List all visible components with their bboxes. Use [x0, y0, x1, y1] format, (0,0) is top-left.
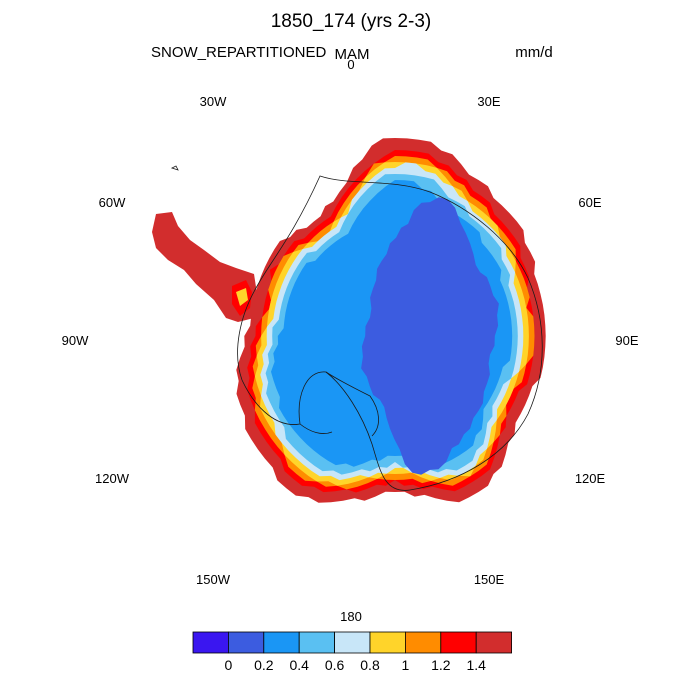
colorbar-box [440, 631, 477, 654]
colorbar-tick-label: 1 [402, 657, 410, 673]
colorbar-box [334, 631, 371, 654]
colorbar-tick-label: 1.2 [431, 657, 451, 673]
lon-label: 0 [347, 57, 354, 72]
colorbar-box [475, 631, 513, 654]
colorbar-boxes [192, 631, 513, 654]
lon-label: 180 [340, 609, 362, 624]
lon-label: 60E [578, 195, 601, 210]
chart-title: 1850_174 (yrs 2-3) [271, 11, 432, 32]
colorbar-tick-label: 1.4 [466, 657, 486, 673]
colorbar-box [263, 631, 300, 654]
lon-label: 30W [200, 94, 227, 109]
longitude-labels: 0 30E 60E 90E 120E 150E 180 150W 120W 90W 60W 30W [62, 57, 639, 624]
lon-label: 90W [62, 333, 89, 348]
colorbar-box [227, 631, 265, 654]
colorbar-tick-label: 0.2 [254, 657, 274, 673]
value-bands [236, 138, 546, 503]
colorbar-labels: 0 0.2 0.4 0.6 0.8 1 1.2 1.4 [225, 657, 487, 673]
colorbar-tick-label: 0.6 [325, 657, 345, 673]
season-label: MAM [335, 46, 370, 63]
coastline [170, 165, 543, 491]
colorbar-box [404, 631, 442, 654]
colorbar-tick-label: 0.8 [360, 657, 380, 673]
colorbar-box [192, 631, 229, 654]
lon-label: 60W [99, 195, 126, 210]
lon-label: 30E [477, 94, 500, 109]
units-label: mm/d [515, 44, 553, 61]
lon-label: 120E [575, 471, 606, 486]
lon-label: 120W [95, 471, 130, 486]
colorbar-box [369, 631, 406, 654]
lon-label: 150E [474, 572, 505, 587]
band-east-antarctic-interior [361, 197, 499, 475]
colorbar-tick-label: 0.4 [289, 657, 309, 673]
lon-label: 90E [615, 333, 638, 348]
variable-label: SNOW_REPARTITIONED [151, 44, 326, 61]
lon-label: 150W [196, 572, 231, 587]
colorbar-box [298, 631, 336, 654]
antarctica-field-map [152, 138, 546, 503]
colorbar: 0 0.2 0.4 0.6 0.8 1 1.2 1.4 [192, 631, 513, 673]
peninsula-coast-edge [236, 288, 248, 306]
antarctic-peninsula-region [152, 212, 258, 322]
colorbar-tick-label: 0 [225, 657, 233, 673]
